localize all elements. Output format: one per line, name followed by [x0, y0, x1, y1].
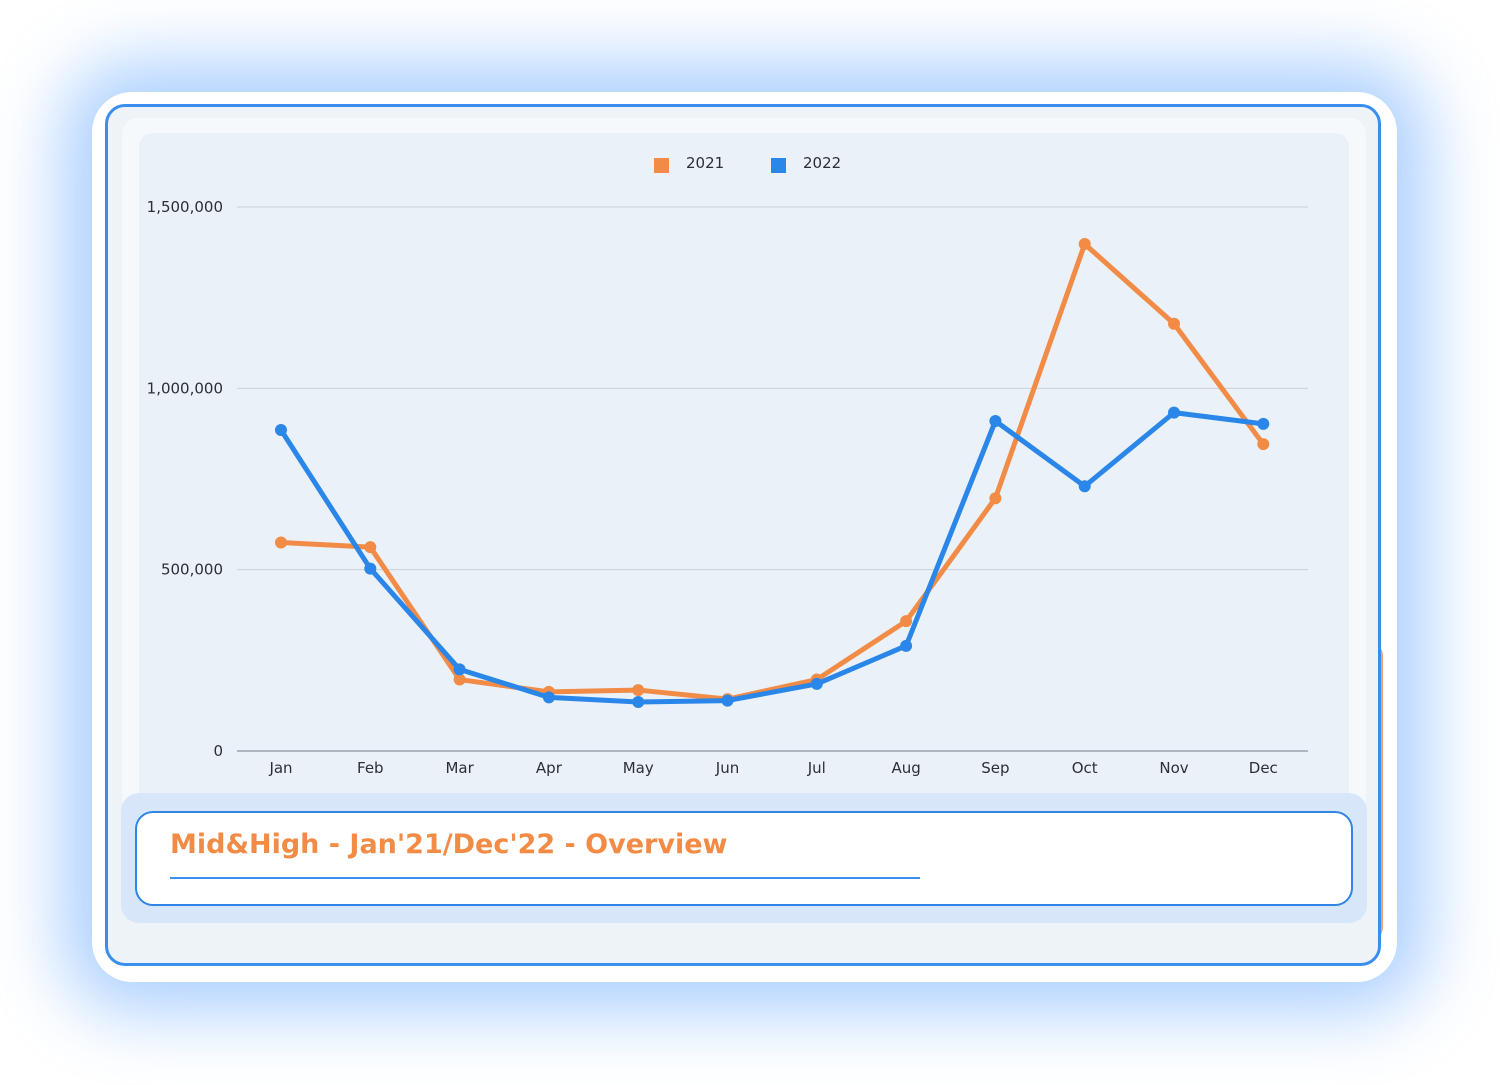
y-tick-label: 0	[213, 742, 223, 760]
x-tick-label: Mar	[445, 759, 474, 777]
data-point-2022	[1078, 480, 1091, 493]
series-line-2021	[278, 241, 1266, 702]
series-layer	[275, 237, 1270, 709]
x-tick-label: Nov	[1159, 759, 1188, 777]
data-point-2021	[275, 536, 287, 549]
data-point-2021	[989, 492, 1002, 505]
y-axis-ticks: 0 500,000 1,000,000 1,500,000	[147, 198, 223, 760]
y-tick-label: 1,000,000	[147, 379, 223, 397]
x-tick-label: Jun	[715, 759, 739, 777]
data-point-2022	[542, 691, 555, 704]
data-point-2022	[453, 663, 466, 676]
chart-caption-title: Mid&High - Jan'21/Dec'22 - Overview	[170, 829, 728, 860]
legend-label-2021: 2021	[686, 154, 724, 172]
legend-swatch-2021	[654, 158, 669, 173]
x-tick-label: Oct	[1072, 759, 1098, 777]
caption-box: Mid&High - Jan'21/Dec'22 - Overview	[135, 811, 1353, 906]
x-tick-label: Jul	[807, 759, 826, 777]
data-point-2022	[989, 414, 1002, 427]
data-point-2021	[1168, 317, 1180, 330]
data-point-2022	[275, 424, 287, 437]
data-point-2021	[900, 615, 913, 628]
gridlines	[237, 206, 1308, 752]
data-point-2022	[1168, 406, 1180, 419]
caption-underline	[170, 877, 920, 879]
data-point-2021	[1078, 237, 1091, 250]
data-point-2022	[1257, 417, 1270, 430]
data-point-2022	[810, 677, 823, 690]
data-point-2022	[364, 562, 377, 575]
data-point-2021	[632, 684, 645, 697]
x-tick-label: Apr	[536, 759, 563, 777]
legend-label-2022: 2022	[803, 154, 841, 172]
x-tick-label: Sep	[981, 759, 1009, 777]
data-point-2022	[900, 639, 913, 652]
x-axis-ticks: Jan Feb Mar Apr May Jun Jul Aug Sep Oct Nov Dec	[268, 759, 1277, 777]
x-tick-label: Feb	[357, 759, 384, 777]
data-point-2022	[632, 696, 645, 709]
series-line-2022	[278, 410, 1266, 705]
x-tick-label: Jan	[268, 759, 292, 777]
legend-swatch-2022	[771, 158, 786, 173]
data-point-2021	[453, 673, 466, 686]
x-tick-label: Aug	[891, 759, 920, 777]
x-tick-label: May	[623, 759, 654, 777]
data-point-2022	[721, 694, 734, 707]
y-tick-label: 1,500,000	[147, 198, 223, 216]
data-point-2021	[364, 541, 377, 554]
legend: 2021 2022	[654, 154, 841, 173]
y-tick-label: 500,000	[161, 561, 223, 579]
data-point-2021	[1257, 438, 1270, 451]
x-tick-label: Dec	[1249, 759, 1278, 777]
